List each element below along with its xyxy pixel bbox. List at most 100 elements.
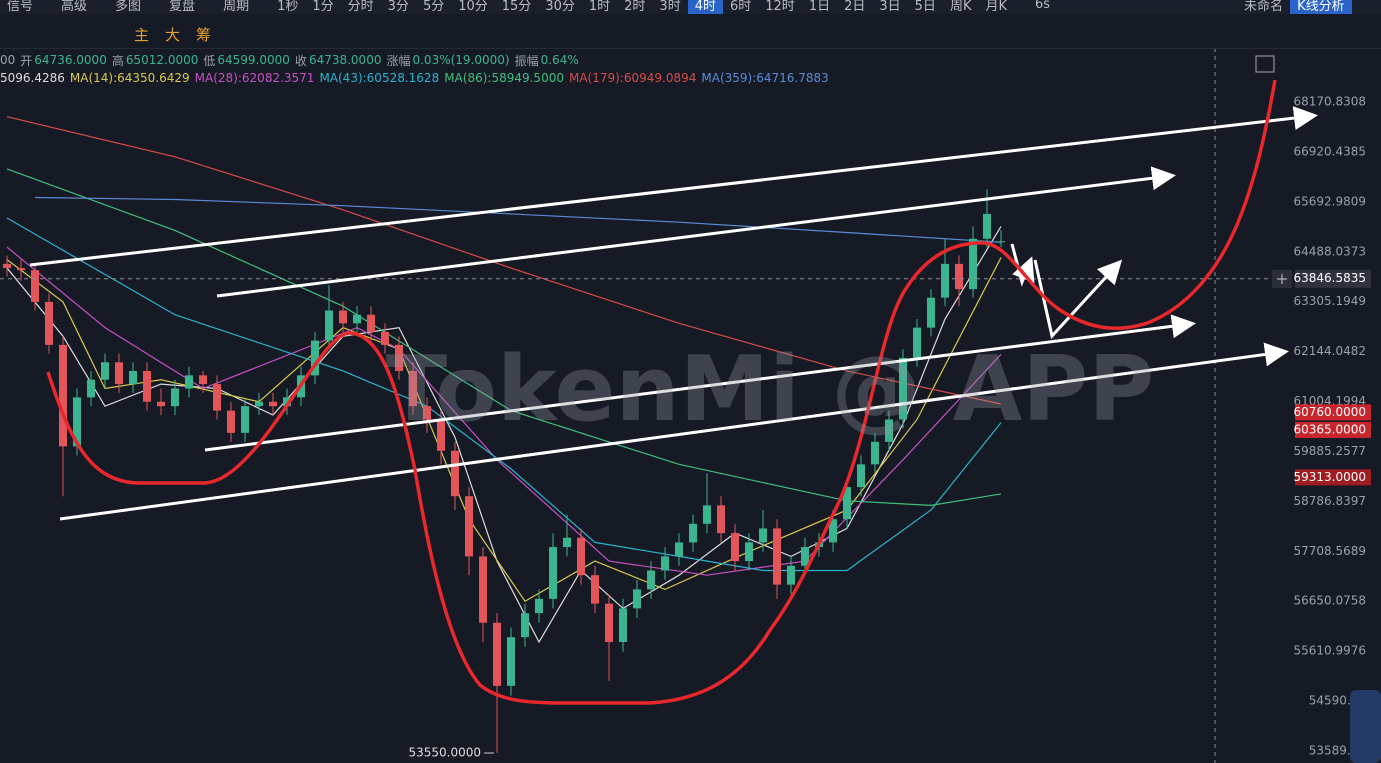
candle-body [885,419,893,442]
indicator-button[interactable]: 筹 [196,25,212,44]
trend-line [216,166,1176,298]
candle-body [661,556,669,571]
candle-body [115,362,123,385]
candle-body [717,505,725,534]
crosshair-label: 63846.5835 [1293,271,1366,285]
candle-body [689,523,697,543]
candle-body [619,608,627,643]
indicator-button[interactable]: 大 [165,25,181,44]
candle-body [45,301,53,345]
candle-body [31,270,39,302]
period-button[interactable]: 3分 [387,0,409,14]
menu-item[interactable]: 周期 [223,0,250,14]
info-label: 开 [20,53,33,68]
candle-body [283,397,291,407]
info-value: 64599.0000 [217,53,290,67]
menu-item[interactable]: 高级 [61,0,88,14]
side-widget[interactable] [1350,690,1381,763]
period-button[interactable]: 月K [985,0,1007,14]
legend-entry: MA(14):64350.6429 [69,71,190,85]
candle-body [451,450,459,497]
period-button[interactable]: 1分 [312,0,334,14]
price-tag-label: 60365.0000 [1293,422,1366,436]
fullscreen-button[interactable] [1255,55,1275,73]
period-button[interactable]: 5日 [914,0,936,14]
candle-body [185,375,193,389]
menu-item[interactable]: 多图 [115,0,142,14]
period-button[interactable]: 30分 [545,0,575,14]
candle-body [241,406,249,433]
candle-body [465,496,473,557]
y-axis: 68170.8308 66920.4385 65692.9809 64488.0373… [408,95,1371,760]
candle-body [437,419,445,451]
y-tick-label: 62144.0482 [1293,344,1366,358]
period-button[interactable]: 2时 [624,0,646,14]
candle-body [773,528,781,585]
candle-body [171,388,179,407]
toolbar-item[interactable]: 6s [1035,0,1051,12]
info-label: 低 [203,53,216,68]
cup-handle-curve [46,79,1277,705]
period-button[interactable]: 分时 [347,0,374,14]
candle-body [871,441,879,465]
menu-item[interactable]: 复盘 [169,0,196,14]
analysis-button[interactable]: K线分析 [1290,0,1352,14]
candle-body [423,406,431,420]
candle-body [199,375,207,385]
legend-entry: MA(43):60528.1628 [319,71,440,85]
period-button[interactable]: 6时 [729,0,752,14]
candle-body [969,238,977,290]
candle-body [703,505,711,524]
y-tick-label: 55610.9976 [1293,644,1366,658]
candle-body [675,542,683,557]
period-button[interactable]: 12时 [765,0,795,14]
period-button[interactable]: 1日 [808,0,831,14]
period-button[interactable]: 2日 [844,0,866,14]
period-toolbar: 信号 高级 多图 复盘 周期 1秒 1分 分时 3分 5分 10分 15分 30分 1时 2时 3时 4时 6时 1… [0,0,1381,14]
legend-entry: MA(28):62082.3571 [194,71,315,85]
period-button[interactable]: 1时 [588,0,611,14]
menu-item[interactable]: 信号 [7,0,34,14]
candle-body [493,622,501,686]
candle-body [983,213,991,239]
candle-body [549,547,557,599]
candle-body [913,327,921,358]
candle-body [311,340,319,376]
candle-body [143,370,151,402]
candle-body [843,487,851,520]
legend-entry: MA(179):60949.0894 [568,71,697,85]
period-button[interactable]: 4时 [687,0,723,14]
y-tick-label: 66920.4385 [1293,144,1366,158]
period-button[interactable]: 15分 [501,0,532,14]
candle-body [381,331,389,345]
indicator-button[interactable]: 主 [134,25,150,44]
tool-toolbar: 主大筹 [0,20,1381,49]
price-tag [1295,469,1371,486]
period-button[interactable]: 3日 [879,0,901,14]
low-marker-label: 53550.0000 [408,746,481,760]
candle-body [213,384,221,411]
price-tag-label: 59313.0000 [1293,470,1366,484]
candle-body [731,533,739,562]
candle-body [829,519,837,543]
period-button[interactable]: 10分 [458,0,488,14]
candle-body [269,401,277,407]
ma-line [6,217,1002,572]
candle-body [87,379,95,398]
candle-body [353,314,361,324]
toolbar-item[interactable]: 未命名 [1244,0,1284,14]
period-button[interactable]: 5分 [422,0,445,14]
ma-line [6,226,1002,644]
candle-body [927,297,935,328]
y-tick-label: 58786.8397 [1293,494,1366,508]
period-button[interactable]: 1秒 [277,0,299,14]
period-button[interactable]: 周K [949,0,972,14]
candle-body [59,344,67,447]
trend-line [29,106,1318,267]
candle-body [801,547,809,566]
candle-body [17,268,25,271]
period-button[interactable]: 3时 [659,0,681,14]
candle-body [73,397,81,447]
